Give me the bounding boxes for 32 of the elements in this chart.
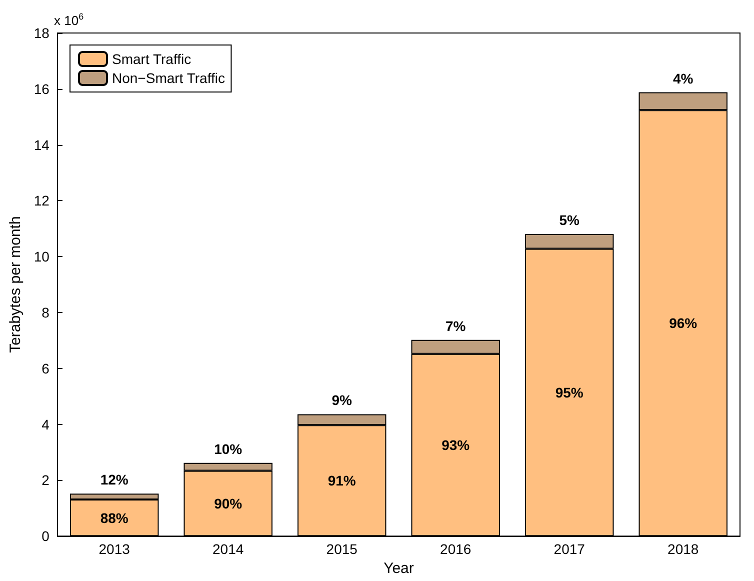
y-tick-label: 2	[42, 472, 50, 488]
x-axis-title: Year	[384, 560, 414, 577]
annotation: 90%	[214, 495, 243, 512]
annotation: 93%	[442, 436, 470, 453]
annotation: 7%	[445, 318, 466, 334]
annotation: 12%	[100, 472, 129, 488]
x-tick-label: 2018	[668, 541, 699, 558]
x-tick-label: 2015	[326, 541, 358, 558]
annotation: 95%	[555, 384, 584, 400]
y-tick-label: 16	[34, 80, 50, 97]
y-tick-label: 12	[34, 192, 50, 209]
annotation: 91%	[328, 472, 356, 489]
annotation: 96%	[669, 315, 698, 332]
annotation: 10%	[214, 440, 243, 457]
y-tick-label: 14	[34, 136, 50, 153]
annotation: 88%	[100, 510, 129, 526]
legend-label: Non−Smart Traffic	[112, 70, 225, 86]
y-tick-label: 8	[42, 304, 50, 320]
annotation: 9%	[332, 392, 353, 408]
legend-label: Smart Traffic	[112, 51, 192, 67]
y-axis-title: Terabytes per month	[7, 216, 24, 353]
x-tick-label: 2013	[98, 541, 130, 558]
annotation: 5%	[559, 212, 580, 228]
annotation: 4%	[673, 70, 694, 86]
y-tick-label: 18	[34, 25, 50, 41]
y-tick-label: 4	[42, 416, 50, 432]
x-tick-label: 2014	[212, 541, 244, 558]
y-tick-label: 10	[34, 248, 50, 265]
x-tick-label: 2016	[440, 541, 472, 558]
y-tick-label: 6	[42, 360, 50, 376]
x-tick-label: 2017	[554, 541, 586, 558]
y-tick-label: 0	[42, 528, 50, 544]
